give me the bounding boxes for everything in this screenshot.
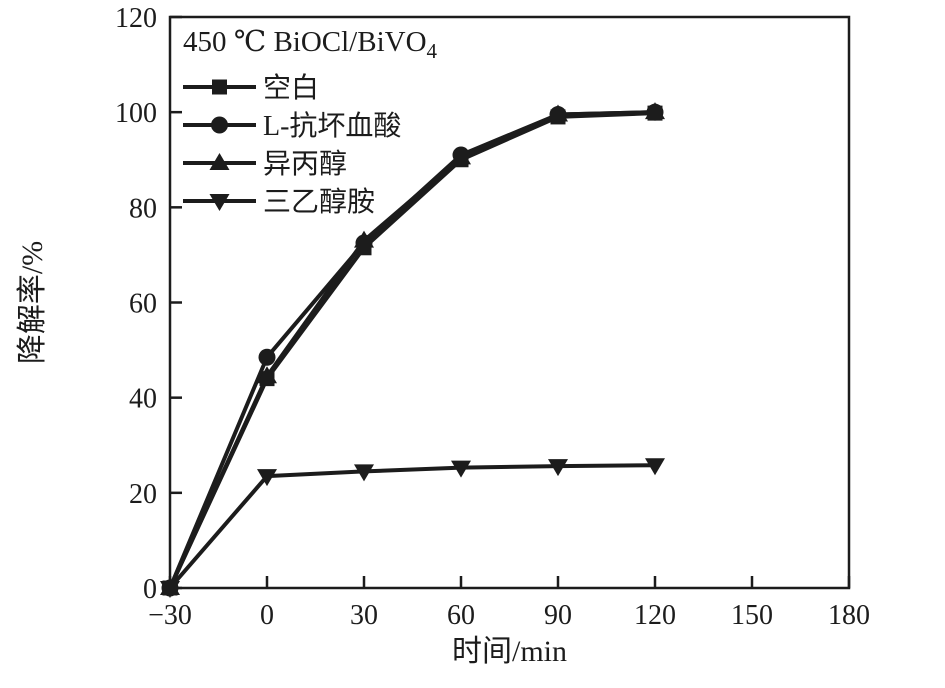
x-tick-label: 180 — [828, 600, 870, 631]
y-axis-title: 降解率/% — [16, 241, 49, 364]
y-tick-label: 120 — [115, 3, 157, 34]
legend-label: L-抗坏血酸 — [263, 110, 401, 142]
x-tick-label: −30 — [148, 600, 192, 631]
triangle-up-marker — [209, 153, 230, 170]
x-tick-label: 60 — [447, 600, 475, 631]
triangle-down-marker — [354, 464, 374, 482]
series-triangle-down — [160, 458, 665, 598]
triangle-up-marker — [645, 102, 665, 120]
square-marker — [212, 79, 227, 95]
circle-marker — [258, 348, 276, 366]
triangle-down-marker — [160, 581, 180, 598]
legend-item: L-抗坏血酸 — [183, 110, 401, 142]
y-tick-label: 20 — [129, 479, 157, 510]
x-tick-label: 90 — [544, 600, 572, 631]
circle-marker — [211, 116, 228, 134]
x-tick-label: 30 — [350, 600, 378, 631]
legend-title: 450 ℃ BiOCl/BiVO4 — [183, 26, 438, 63]
triangle-down-marker — [451, 460, 471, 478]
triangle-up-marker — [354, 230, 374, 248]
triangle-up-marker — [548, 104, 568, 122]
y-tick-label: 100 — [115, 98, 157, 129]
x-tick-label: 150 — [731, 600, 773, 631]
triangle-down-marker — [548, 459, 568, 477]
series-line — [168, 110, 656, 589]
legend-label: 三乙醇胺 — [263, 186, 375, 218]
x-tick-label: 120 — [634, 600, 676, 631]
series-circle — [161, 103, 664, 597]
legend-label: 异丙醇 — [263, 148, 347, 180]
x-tick-label: 0 — [260, 600, 274, 631]
y-tick-label: 40 — [129, 384, 157, 415]
legend-label: 空白 — [263, 72, 319, 104]
series-line — [168, 111, 656, 589]
series-triangle-up — [160, 102, 665, 595]
legend-item: 空白 — [183, 72, 319, 104]
triangle-down-marker — [645, 458, 665, 476]
series-line — [168, 463, 656, 590]
y-tick-label: 80 — [129, 193, 157, 224]
triangle-down-marker — [257, 469, 277, 487]
triangle-down-marker — [209, 194, 230, 211]
x-axis: −30 0 30 60 90 120 150 180 — [148, 576, 870, 631]
triangle-up-marker — [257, 366, 277, 384]
legend-item: 异丙醇 — [183, 148, 347, 180]
y-tick-label: 60 — [129, 289, 157, 320]
y-tick-label: 0 — [143, 574, 157, 605]
x-axis-title: 时间/min — [452, 635, 567, 668]
legend-item: 三乙醇胺 — [183, 186, 375, 218]
series-line — [168, 110, 656, 589]
y-axis: 0 20 40 60 80 100 120 — [115, 3, 182, 605]
series-square — [162, 105, 663, 596]
triangle-up-marker — [451, 147, 471, 165]
